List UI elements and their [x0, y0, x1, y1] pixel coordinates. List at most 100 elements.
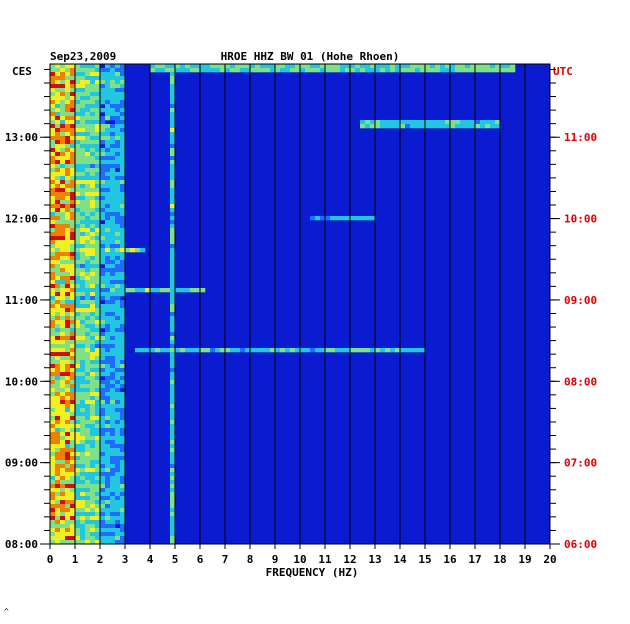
spectral-cell	[175, 64, 181, 69]
spectral-cell	[80, 348, 86, 353]
spectral-cell	[120, 400, 126, 405]
spectral-cell	[90, 432, 96, 437]
spectral-cell	[170, 340, 176, 345]
x-tick-label: 12	[343, 553, 356, 566]
spectral-cell	[70, 524, 76, 529]
spectral-cell	[70, 504, 76, 509]
spectral-cell	[120, 68, 126, 73]
spectral-cell	[60, 424, 66, 429]
spectral-cell	[115, 260, 121, 265]
spectral-cell	[75, 208, 81, 213]
spectral-cell	[55, 480, 61, 485]
spectral-cell	[55, 536, 61, 541]
spectral-cell	[315, 64, 321, 69]
spectral-cell	[55, 492, 61, 497]
spectral-cell	[85, 360, 91, 365]
spectral-cell	[80, 260, 86, 265]
spectral-cell	[120, 500, 126, 505]
spectral-cell	[55, 196, 61, 201]
spectral-cell	[170, 392, 176, 397]
spectral-cell	[120, 512, 126, 517]
spectral-cell	[120, 412, 126, 417]
spectral-cell	[55, 488, 61, 493]
spectral-cell	[110, 128, 116, 133]
spectral-cell	[50, 512, 56, 517]
spectral-cell	[75, 332, 81, 337]
spectral-cell	[105, 252, 111, 257]
spectral-cell	[80, 392, 86, 397]
spectral-cell	[100, 460, 106, 465]
spectral-cell	[85, 196, 91, 201]
spectral-cell	[170, 260, 176, 265]
spectral-cell	[85, 520, 91, 525]
spectral-cell	[115, 304, 121, 309]
spectral-cell	[360, 64, 366, 69]
spectral-cell	[60, 148, 66, 153]
spectral-cell	[85, 280, 91, 285]
spectral-cell	[115, 468, 121, 473]
spectral-cell	[465, 120, 471, 125]
spectral-cell	[55, 528, 61, 533]
spectral-cell	[90, 252, 96, 257]
spectral-cell	[295, 68, 301, 73]
spectral-cell	[55, 460, 61, 465]
spectral-cell	[80, 68, 86, 73]
spectral-cell	[115, 480, 121, 485]
spectral-cell	[80, 404, 86, 409]
spectral-cell	[90, 200, 96, 205]
spectral-cell	[55, 404, 61, 409]
spectral-cell	[85, 64, 91, 69]
spectral-cell	[445, 68, 451, 73]
spectral-cell	[60, 208, 66, 213]
spectral-cell	[115, 164, 121, 169]
spectral-cell	[95, 124, 101, 129]
spectral-cell	[105, 428, 111, 433]
spectral-cell	[110, 208, 116, 213]
spectral-cell	[195, 68, 201, 73]
spectral-cell	[110, 492, 116, 497]
spectral-cell	[50, 228, 56, 233]
spectral-cell	[50, 380, 56, 385]
spectral-cell	[125, 288, 131, 293]
spectral-cell	[55, 140, 61, 145]
spectral-cell	[80, 340, 86, 345]
spectral-cell	[110, 412, 116, 417]
spectral-cell	[85, 284, 91, 289]
x-tick-label: 8	[247, 553, 254, 566]
spectral-cell	[70, 324, 76, 329]
spectral-cell	[95, 536, 101, 541]
spectral-cell	[115, 120, 121, 125]
spectral-cell	[170, 132, 176, 137]
spectral-cell	[170, 436, 176, 441]
spectral-cell	[70, 76, 76, 81]
spectral-cell	[115, 532, 121, 537]
spectral-cell	[95, 224, 101, 229]
spectral-cell	[90, 408, 96, 413]
spectral-cell	[310, 64, 316, 69]
spectral-cell	[105, 352, 111, 357]
spectral-cell	[120, 248, 126, 253]
spectral-cell	[100, 312, 106, 317]
spectral-cell	[170, 440, 176, 445]
spectral-cell	[55, 164, 61, 169]
spectral-cell	[55, 236, 61, 241]
spectral-cell	[55, 444, 61, 449]
spectral-cell	[105, 68, 111, 73]
spectral-cell	[70, 520, 76, 525]
spectral-cell	[75, 472, 81, 477]
spectral-cell	[170, 104, 176, 109]
spectral-cell	[60, 512, 66, 517]
spectral-cell	[80, 268, 86, 273]
spectral-cell	[100, 152, 106, 157]
spectral-cell	[360, 68, 366, 73]
spectral-cell	[120, 196, 126, 201]
spectral-cell	[115, 428, 121, 433]
spectral-cell	[435, 124, 441, 129]
spectral-cell	[65, 176, 71, 181]
spectral-cell	[395, 124, 401, 129]
spectral-cell	[65, 104, 71, 109]
spectral-cell	[50, 396, 56, 401]
spectral-cell	[60, 436, 66, 441]
spectral-cell	[50, 492, 56, 497]
spectral-cell	[115, 112, 121, 117]
